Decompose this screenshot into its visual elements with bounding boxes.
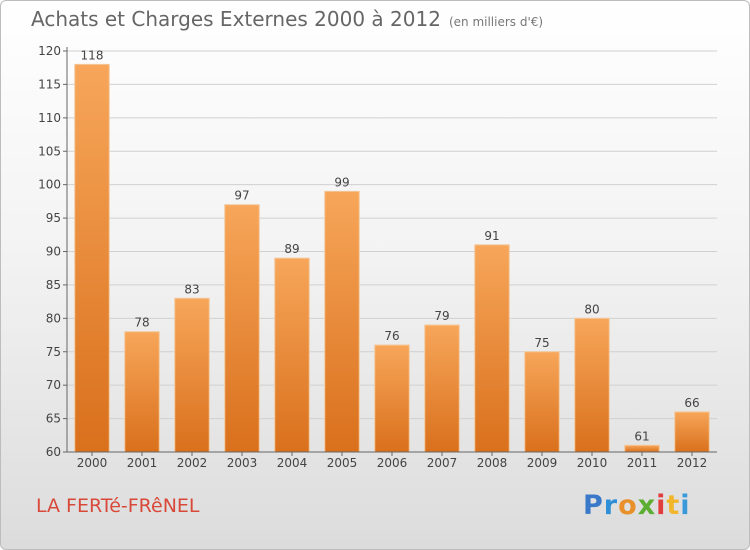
logo-letter: P [583, 490, 604, 521]
bar [424, 324, 460, 453]
y-tick-label: 110 [38, 111, 61, 125]
x-tick-label: 2003 [227, 456, 258, 470]
y-tick-label: 120 [38, 44, 61, 58]
data-label: 78 [134, 316, 149, 330]
bar [124, 331, 160, 453]
data-label: 97 [234, 189, 249, 203]
y-tick-label: 115 [38, 77, 61, 91]
bars [74, 63, 710, 453]
data-label: 61 [634, 429, 649, 443]
data-label: 99 [334, 175, 349, 189]
data-label: 66 [684, 396, 699, 410]
x-tick-label: 2000 [77, 456, 108, 470]
chart-title: Achats et Charges Externes 2000 à 2012 (e… [31, 7, 543, 31]
y-tick-label: 80 [46, 311, 61, 325]
data-label: 91 [484, 229, 499, 243]
logo-letter: i [680, 490, 691, 521]
bar [224, 204, 260, 453]
bar [474, 244, 510, 453]
logo-letter: i [656, 490, 667, 521]
proxiti-logo: Proxiti [583, 490, 691, 521]
bar [574, 317, 610, 453]
bar [374, 344, 410, 453]
logo-letter: x [637, 490, 657, 521]
x-tick-label: 2002 [177, 456, 208, 470]
bar [74, 63, 110, 453]
y-tick-label: 95 [46, 211, 61, 225]
chart-subtitle: (en milliers d'€) [448, 15, 544, 29]
logo-letter: r [603, 490, 619, 521]
x-tick-label: 2004 [277, 456, 308, 470]
x-tick-label: 2010 [577, 456, 608, 470]
y-tick-label: 85 [46, 278, 61, 292]
x-tick-label: 2012 [677, 456, 708, 470]
bar [174, 297, 210, 453]
data-label: 76 [384, 329, 399, 343]
y-tick-label: 105 [38, 144, 61, 158]
axes [63, 47, 717, 456]
bar [624, 444, 660, 453]
labels: 60 65 70 75 80 85 90 95 100 105 110 115 120 118 2000 78… [38, 44, 707, 470]
y-tick-label: 90 [46, 245, 61, 259]
x-tick-label: 2007 [427, 456, 458, 470]
data-label: 80 [584, 302, 599, 316]
x-tick-label: 2005 [327, 456, 358, 470]
y-tick-label: 65 [46, 412, 61, 426]
y-tick-label: 70 [46, 378, 61, 392]
x-tick-label: 2001 [127, 456, 158, 470]
title-text: Achats et Charges Externes 2000 à 2012 [31, 7, 441, 31]
logo-letter: t [666, 490, 681, 521]
data-label: 75 [534, 336, 549, 350]
data-label: 89 [284, 242, 299, 256]
data-label: 118 [81, 48, 104, 62]
x-tick-label: 2008 [477, 456, 508, 470]
y-tick-label: 100 [38, 178, 61, 192]
bar [524, 351, 560, 453]
y-tick-label: 75 [46, 345, 61, 359]
bar [274, 257, 310, 453]
bar [674, 411, 710, 453]
y-tick-label: 60 [46, 445, 61, 459]
data-label: 83 [184, 282, 199, 296]
place-name: LA FERTé-FRêNEL [36, 495, 200, 517]
logo-letter: o [618, 490, 638, 521]
bar [324, 190, 360, 453]
x-tick-label: 2011 [627, 456, 658, 470]
data-label: 79 [434, 309, 449, 323]
x-tick-label: 2009 [527, 456, 558, 470]
x-tick-label: 2006 [377, 456, 408, 470]
